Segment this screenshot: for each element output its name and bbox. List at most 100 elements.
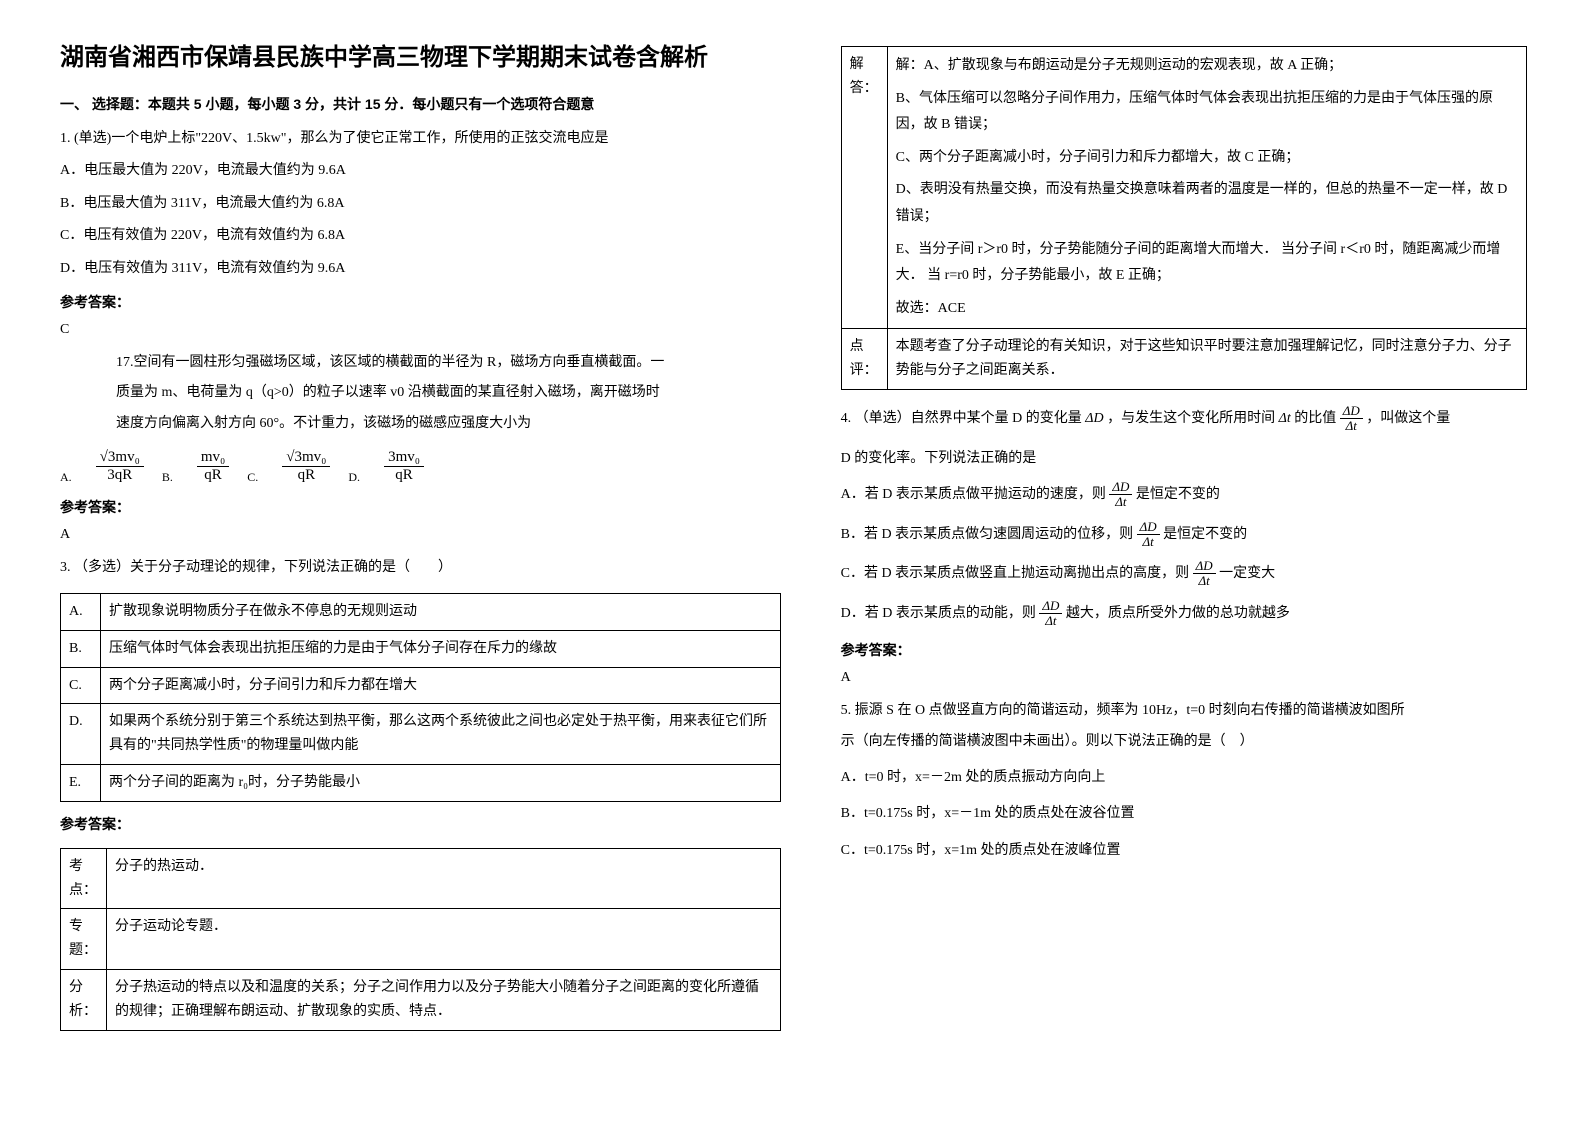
dp-text: 本题考查了分子动理论的有关知识，对于这些知识平时要注意加强理解记忆，同时注意分子…: [887, 329, 1526, 390]
q4-c-frac-den: Δt: [1196, 574, 1213, 588]
q4-b2: 是恒定不变的: [1163, 527, 1247, 542]
q17-frac-c-den: qR: [294, 467, 320, 484]
q17-options-row: A. √3mv₀ 3qR B. mv₀ qR C. √3mv₀ qR D. 3m…: [60, 449, 781, 485]
q4-a-frac: ΔD Δt: [1109, 480, 1132, 510]
table-row: B. 压缩气体时气体会表现出抗拒压缩的力是由于气体分子间存在斥力的缘故: [61, 630, 781, 667]
q4-c-frac: ΔD Δt: [1193, 559, 1216, 589]
q4-b-frac: ΔD Δt: [1137, 520, 1160, 550]
table-row: 分析： 分子热运动的特点以及和温度的关系；分子之间作用力以及分子势能大小随着分子…: [61, 969, 781, 1030]
q4-opt-d: D．若 D 表示某质点的动能，则 ΔD Δt 越大，质点所受外力做的总功就越多: [841, 599, 1527, 629]
q1-opt-b: B．电压最大值为 311V，电流最大值约为 6.8A: [60, 193, 781, 215]
q4-d1: D．若 D 表示某质点的动能，则: [841, 606, 1040, 621]
q4-b-frac-num: ΔD: [1137, 520, 1160, 535]
q4-a2: 是恒定不变的: [1136, 487, 1220, 502]
jd-label: 解答：: [841, 47, 887, 329]
q4-line1: 4. （单选）自然界中某个量 D 的变化量 ΔD ，与发生这个变化所用时间 Δt…: [841, 404, 1527, 434]
q4-d-frac: ΔD Δt: [1039, 599, 1062, 629]
table-row: D. 如果两个系统分别于第三个系统达到热平衡，那么这两个系统彼此之间也必定处于热…: [61, 704, 781, 765]
q3-fx-label: 分析：: [61, 969, 107, 1030]
q1-opt-c: C．电压有效值为 220V，电流有效值约为 6.8A: [60, 225, 781, 247]
q4-dt: Δt: [1279, 411, 1291, 426]
q17-label-a: A.: [60, 470, 72, 485]
q4-mid1: ，与发生这个变化所用时间: [1107, 411, 1275, 426]
q17-stem-line2: 质量为 m、电荷量为 q（q>0）的粒子以速率 v0 沿横截面的某直径射入磁场，…: [60, 382, 781, 404]
q4-ratio-den: Δt: [1343, 419, 1360, 433]
q1-stem: 1. (单选)一个电炉上标"220V、1.5kw"，那么为了使它正常工作，所使用…: [60, 128, 781, 150]
q4-dd: ΔD: [1085, 411, 1103, 426]
q1-opt-d: D．电压有效值为 311V，电流有效值约为 9.6A: [60, 258, 781, 280]
table-row: E. 两个分子间的距离为 r₀时，分子势能最小: [61, 765, 781, 802]
q3-row-e-text: 两个分子间的距离为 r₀时，分子势能最小: [101, 765, 781, 802]
q1-answer-label: 参考答案：: [60, 292, 781, 312]
q3-options-table: A. 扩散现象说明物质分子在做永不停息的无规则运动 B. 压缩气体时气体会表现出…: [60, 593, 781, 802]
q4-ratio-num: ΔD: [1340, 404, 1363, 419]
q3-row-d-text: 如果两个系统分别于第三个系统达到热平衡，那么这两个系统彼此之间也必定处于热平衡，…: [101, 704, 781, 765]
q4-ratio-frac: ΔD Δt: [1340, 404, 1363, 434]
q3-kd-label: 考点：: [61, 848, 107, 909]
q4-c-frac-num: ΔD: [1193, 559, 1216, 574]
q3-row-c-label: C.: [61, 667, 101, 704]
q4-d-frac-num: ΔD: [1039, 599, 1062, 614]
q17-frac-c-num: √3mv₀: [282, 449, 330, 467]
table-row: 专题： 分子运动论专题．: [61, 909, 781, 970]
q4-d-frac-den: Δt: [1042, 614, 1059, 628]
jd-p4: D、表明没有热量交换，而没有热量交换意味着两者的温度是一样的，但总的热量不一定一…: [896, 177, 1518, 230]
q4-answer-label: 参考答案：: [841, 640, 1527, 660]
q4-answer: A: [841, 670, 1527, 686]
jd-p3: C、两个分子距离减小时，分子间引力和斥力都增大，故 C 正确；: [896, 145, 1518, 172]
q4-d2: 越大，质点所受外力做的总功就越多: [1066, 606, 1290, 621]
q3-row-b-text: 压缩气体时气体会表现出抗拒压缩的力是由于气体分子间存在斥力的缘故: [101, 630, 781, 667]
q5-line1: 5. 振源 S 在 O 点做竖直方向的简谐运动，频率为 10Hz，t=0 时刻向…: [841, 700, 1527, 722]
q4-mid2: 的比值: [1294, 411, 1340, 426]
jd-p6: 故选：ACE: [896, 296, 1518, 323]
jd-p1: 解：A、扩散现象与布朗运动是分子无规则运动的宏观表现，故 A 正确；: [896, 53, 1518, 80]
q4-a1: A．若 D 表示某质点做平抛运动的速度，则: [841, 487, 1110, 502]
q1-opt-a: A．电压最大值为 220V，电流最大值约为 9.6A: [60, 160, 781, 182]
table-row: C. 两个分子距离减小时，分子间引力和斥力都在增大: [61, 667, 781, 704]
q17-frac-b-den: qR: [200, 467, 226, 484]
q3-zt-label: 专题：: [61, 909, 107, 970]
q17-frac-d: 3mv₀ qR: [384, 449, 424, 485]
doc-title: 湖南省湘西市保靖县民族中学高三物理下学期期末试卷含解析: [60, 40, 781, 76]
table-row: 解答： 解：A、扩散现象与布朗运动是分子无规则运动的宏观表现，故 A 正确； B…: [841, 47, 1526, 329]
q1-answer: C: [60, 322, 781, 338]
q17-frac-a-den: 3qR: [103, 467, 136, 484]
jd-p5: E、当分子间 r＞r0 时，分子势能随分子间的距离增大而增大． 当分子间 r＜r…: [896, 237, 1518, 290]
q3-row-a-text: 扩散现象说明物质分子在做永不停息的无规则运动: [101, 594, 781, 631]
q3-row-b-label: B.: [61, 630, 101, 667]
q17-label-b: B.: [162, 470, 173, 485]
q5-opt-a: A．t=0 时，x=－2m 处的质点振动方向向上: [841, 767, 1527, 789]
q17-frac-c: √3mv₀ qR: [282, 449, 330, 485]
q3-kd-text: 分子的热运动．: [107, 848, 781, 909]
q3-zt-text: 分子运动论专题．: [107, 909, 781, 970]
q17-frac-d-num: 3mv₀: [384, 449, 424, 467]
solution-table: 解答： 解：A、扩散现象与布朗运动是分子无规则运动的宏观表现，故 A 正确； B…: [841, 46, 1527, 390]
q4-opt-b: B．若 D 表示某质点做匀速圆周运动的位移，则 ΔD Δt 是恒定不变的: [841, 520, 1527, 550]
q17-frac-b-num: mv₀: [197, 449, 229, 467]
q17-stem-line1: 17.空间有一圆柱形匀强磁场区域，该区域的横截面的半径为 R，磁场方向垂直横截面…: [60, 352, 781, 374]
q3-row-e-label: E.: [61, 765, 101, 802]
jd-cell: 解：A、扩散现象与布朗运动是分子无规则运动的宏观表现，故 A 正确； B、气体压…: [887, 47, 1526, 329]
q4-line2: D 的变化率。下列说法正确的是: [841, 448, 1527, 470]
table-row: 点评： 本题考查了分子动理论的有关知识，对于这些知识平时要注意加强理解记忆，同时…: [841, 329, 1526, 390]
q17-frac-d-den: qR: [391, 467, 417, 484]
q3-stem: 3. （多选）关于分子动理论的规律，下列说法正确的是（ ）: [60, 557, 781, 579]
q17-stem-line3: 速度方向偏离入射方向 60°。不计重力，该磁场的磁感应强度大小为: [60, 413, 781, 435]
q17-frac-b: mv₀ qR: [197, 449, 229, 485]
jd-p2: B、气体压缩可以忽略分子间作用力，压缩气体时气体会表现出抗拒压缩的力是由于气体压…: [896, 86, 1518, 139]
right-column: 解答： 解：A、扩散现象与布朗运动是分子无规则运动的宏观表现，故 A 正确； B…: [841, 40, 1527, 1082]
q4-b-frac-den: Δt: [1140, 535, 1157, 549]
q4-opt-a: A．若 D 表示某质点做平抛运动的速度，则 ΔD Δt 是恒定不变的: [841, 480, 1527, 510]
q3-row-d-label: D.: [61, 704, 101, 765]
table-row: A. 扩散现象说明物质分子在做永不停息的无规则运动: [61, 594, 781, 631]
q4-a-frac-num: ΔD: [1109, 480, 1132, 495]
q4-b1: B．若 D 表示某质点做匀速圆周运动的位移，则: [841, 527, 1137, 542]
dp-label: 点评：: [841, 329, 887, 390]
table-row: 考点： 分子的热运动．: [61, 848, 781, 909]
q3-analysis-table: 考点： 分子的热运动． 专题： 分子运动论专题． 分析： 分子热运动的特点以及和…: [60, 848, 781, 1031]
q17-frac-a-num: √3mv₀: [96, 449, 144, 467]
q5-opt-c: C．t=0.175s 时，x=1m 处的质点处在波峰位置: [841, 840, 1527, 862]
q17-answer-label: 参考答案：: [60, 497, 781, 517]
q4-a-frac-den: Δt: [1112, 495, 1129, 509]
q17-answer: A: [60, 527, 781, 543]
